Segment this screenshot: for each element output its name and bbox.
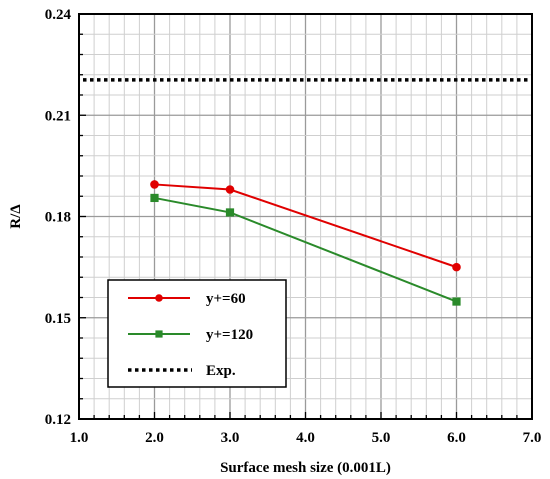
legend-items: y+=60 y+=120 Exp. — [128, 291, 253, 379]
data-point — [225, 208, 235, 217]
x-tick-labels: 1.0 2.0 3.0 4.0 5.0 6.0 7.0 — [70, 430, 542, 446]
legend-marker — [155, 294, 163, 302]
x-tick-label: 6.0 — [447, 430, 466, 446]
legend-item: y+=60 — [128, 291, 246, 307]
x-tick-label: 4.0 — [296, 430, 315, 446]
x-tick-label: 3.0 — [221, 430, 240, 446]
data-point — [452, 297, 461, 306]
x-axis-label: Surface mesh size (0.001L) — [220, 460, 391, 476]
y-tick-label: 0.21 — [45, 108, 71, 124]
plot-frame — [78, 13, 533, 420]
data-point — [452, 262, 461, 272]
data-point — [150, 193, 159, 203]
legend: y+=60 y+=120 Exp. — [107, 279, 287, 388]
x-tick-label: 7.0 — [523, 430, 542, 446]
data-point — [150, 180, 159, 189]
legend-label: y+=120 — [206, 327, 253, 343]
data-point — [225, 185, 235, 194]
y-tick-label: 0.24 — [45, 7, 72, 23]
legend-label: Exp. — [206, 363, 236, 379]
legend-item: Exp. — [128, 363, 236, 379]
legend-item: y+=120 — [128, 327, 253, 343]
legend-label: y+=60 — [206, 291, 246, 307]
legend-marker — [155, 330, 163, 338]
y-tick-labels: 0.12 0.15 0.18 0.21 0.24 — [45, 7, 72, 428]
series-1 — [150, 180, 461, 272]
x-tick-label: 5.0 — [372, 430, 391, 446]
y-tick-label: 0.12 — [45, 412, 71, 428]
y-tick-label: 0.15 — [45, 311, 71, 327]
data-series — [150, 180, 461, 306]
y-tick-label: 0.18 — [45, 210, 71, 226]
series-2 — [150, 193, 461, 306]
x-tick-label: 1.0 — [70, 430, 89, 446]
x-tick-label: 2.0 — [145, 430, 164, 446]
y-axis-label: R/Δ — [8, 204, 24, 229]
